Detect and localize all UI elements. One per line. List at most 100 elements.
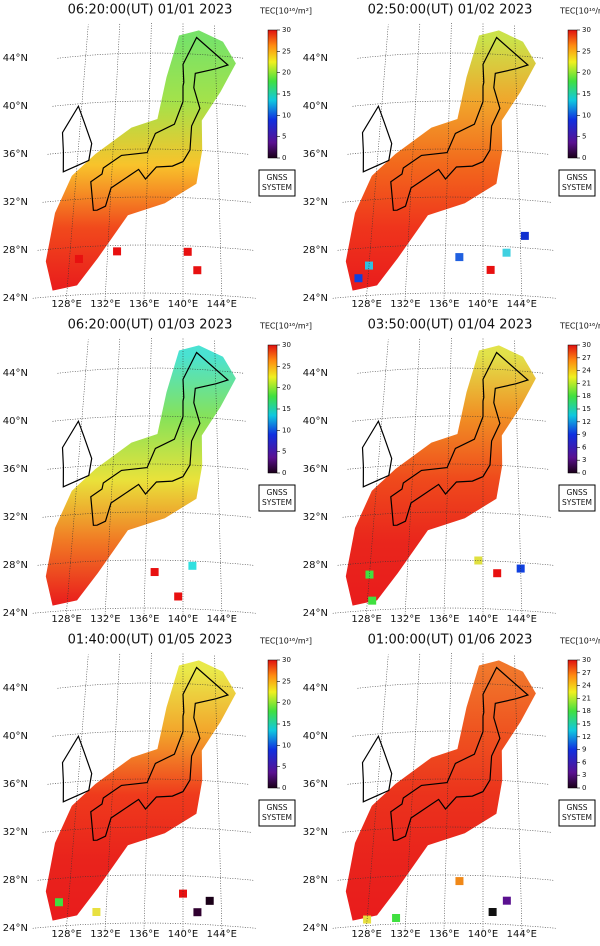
colorbar-tick-label: 30	[282, 656, 291, 664]
colorbar	[567, 344, 578, 474]
longitude-label: 140°E	[168, 929, 198, 940]
map-panel: 01:40:00(UT) 01/05 2023 24°N 28°N 32°N 36°N 4…	[3, 633, 312, 941]
panel-title: 01:00:00(UT) 01/06 2023	[368, 633, 533, 648]
panel-title: 02:50:00(UT) 01/02 2023	[368, 3, 533, 18]
badge-box	[258, 484, 296, 512]
longitude-line	[214, 24, 223, 304]
colorbar-label: TEC[10¹⁶/m²]	[559, 7, 600, 16]
badge-text: GNSS	[267, 173, 288, 182]
colorbar-tick-label: 15	[282, 90, 291, 98]
colorbar-tick-label: 0	[282, 154, 286, 162]
longitude-label: 132°E	[90, 929, 120, 940]
tec-cell	[455, 253, 464, 262]
colorbar-tick-label: 9	[582, 431, 586, 439]
latitude-label: 28°N	[3, 560, 28, 571]
colorbar-tick-label: 0	[282, 469, 286, 477]
colorbar-tick-label: 0	[282, 784, 286, 792]
panel-title: 06:20:00(UT) 01/03 2023	[68, 318, 233, 333]
latitude-label: 36°N	[303, 779, 328, 790]
longitude-line	[104, 652, 121, 933]
longitude-label: 136°E	[129, 614, 159, 625]
latitude-label: 28°N	[303, 245, 328, 256]
latitude-label: 40°N	[303, 101, 328, 112]
longitude-label: 132°E	[390, 299, 420, 310]
latitude-label: 36°N	[3, 779, 28, 790]
tec-coverage	[345, 345, 536, 606]
colorbar-tick-label: 15	[582, 90, 591, 98]
coastline	[390, 351, 530, 526]
tec-cell	[74, 254, 83, 263]
latitude-label: 36°N	[3, 464, 28, 475]
longitude-line	[404, 337, 421, 618]
badge-text: SYSTEM	[562, 183, 592, 192]
longitude-label: 132°E	[90, 614, 120, 625]
colorbar-label: TEC[10¹⁶/m²]	[259, 637, 312, 646]
map-panel: 01:00:00(UT) 01/06 2023 24°N 28°N 32°N 36°N 4…	[303, 633, 600, 941]
colorbar-tick-label: 20	[582, 69, 591, 77]
panel-title: 06:20:00(UT) 01/01 2023	[68, 3, 233, 18]
colorbar-tick-label: 24	[582, 682, 591, 690]
longitude-label: 128°E	[351, 299, 381, 310]
tec-cell	[363, 915, 372, 924]
colorbar-tick-label: 5	[282, 763, 286, 771]
colorbar-tick-label: 0	[582, 784, 586, 792]
colorbar-tick-label: 15	[582, 720, 591, 728]
latitude-label: 40°N	[3, 731, 28, 742]
badge-text: SYSTEM	[262, 183, 292, 192]
badge-text: SYSTEM	[562, 813, 592, 822]
longitude-label: 140°E	[168, 614, 198, 625]
latitude-label: 24°N	[3, 608, 28, 619]
longitude-label: 128°E	[351, 929, 381, 940]
tec-cell	[54, 898, 63, 907]
colorbar-tick-label: 25	[282, 362, 291, 370]
latitude-line	[37, 244, 254, 251]
colorbar	[267, 29, 278, 159]
latitude-label: 24°N	[303, 608, 328, 619]
badge-box	[558, 484, 596, 512]
longitude-label: 144°E	[207, 614, 237, 625]
latitude-label: 44°N	[303, 368, 328, 379]
latitude-line	[37, 874, 254, 881]
colorbar-tick-label: 5	[282, 448, 286, 456]
latitude-label: 40°N	[303, 731, 328, 742]
longitude-line	[214, 339, 223, 619]
colorbar-tick-label: 15	[282, 720, 291, 728]
longitude-label: 136°E	[429, 299, 459, 310]
coastline	[61, 734, 93, 803]
colorbar-tick-label: 15	[282, 405, 291, 413]
colorbar	[567, 29, 578, 159]
tec-cell	[365, 570, 374, 579]
longitude-line	[404, 652, 421, 933]
map-body	[332, 651, 556, 934]
longitude-label: 136°E	[429, 614, 459, 625]
tec-cell	[365, 261, 373, 270]
longitude-label: 136°E	[129, 929, 159, 940]
tec-cell	[174, 592, 183, 601]
latitude-label: 36°N	[3, 149, 28, 160]
badge-box	[258, 169, 296, 197]
latitude-label: 32°N	[303, 512, 328, 523]
longitude-line	[514, 24, 523, 304]
tec-cell	[368, 596, 377, 605]
longitude-line	[214, 654, 223, 934]
panel-title: 03:50:00(UT) 01/04 2023	[368, 318, 533, 333]
colorbar-tick-label: 3	[582, 456, 586, 464]
tec-cell	[183, 247, 192, 256]
colorbar-tick-label: 27	[582, 354, 591, 362]
tec-coverage	[45, 345, 236, 606]
latitude-label: 32°N	[3, 827, 28, 838]
badge-text: GNSS	[567, 488, 588, 497]
longitude-label: 144°E	[507, 929, 537, 940]
latitude-label: 32°N	[3, 197, 28, 208]
badge-text: SYSTEM	[562, 498, 592, 507]
longitude-line	[365, 339, 389, 619]
latitude-line	[37, 559, 254, 566]
colorbar	[267, 344, 278, 474]
tec-cell	[193, 266, 202, 275]
coastline	[90, 666, 230, 841]
longitude-label: 132°E	[90, 299, 120, 310]
longitude-label: 136°E	[129, 299, 159, 310]
colorbar-tick-label: 21	[582, 379, 591, 387]
longitude-line	[514, 654, 523, 934]
